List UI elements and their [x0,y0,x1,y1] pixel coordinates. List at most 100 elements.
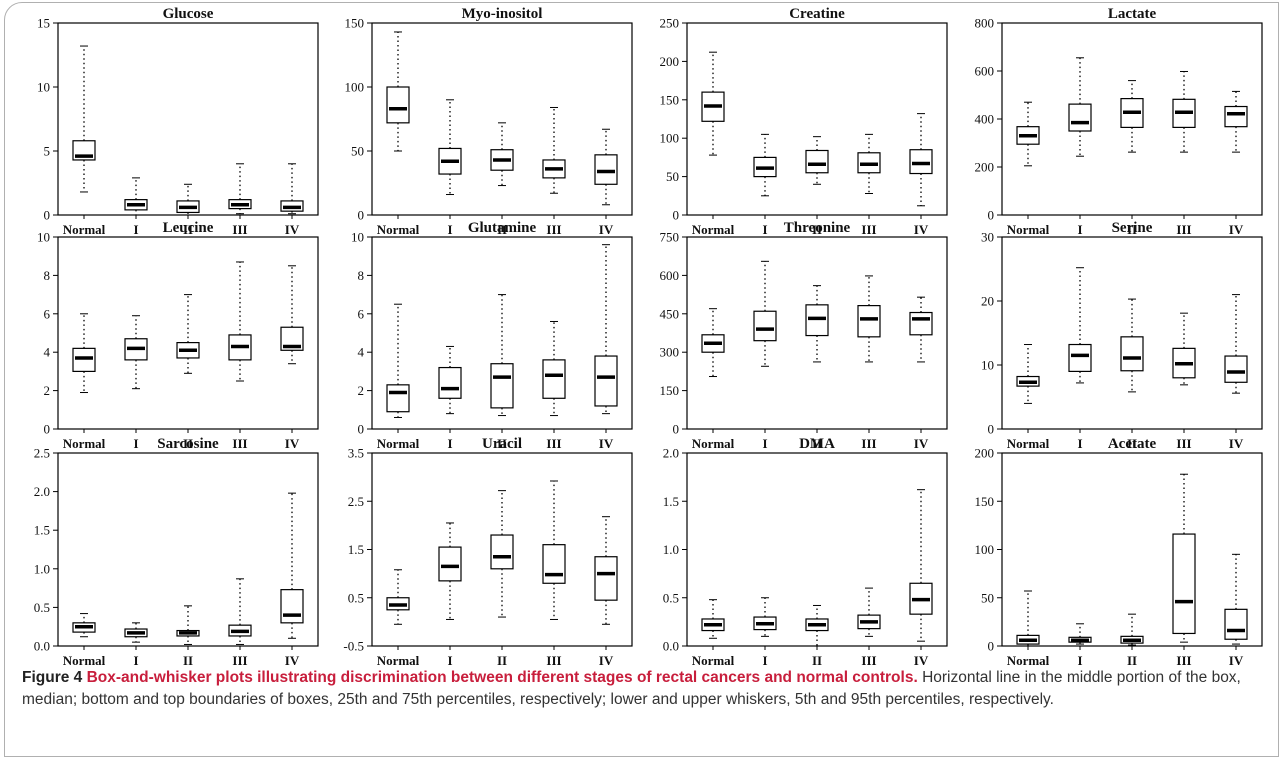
y-tick-label: 10 [981,358,994,373]
x-category-label: Normal [377,653,420,665]
box-normal [1016,101,1040,167]
plot-frame [371,452,633,647]
box-iv [594,128,618,206]
box-iii [542,320,566,417]
box-ii [1120,613,1144,646]
box-i [438,345,462,415]
x-category-label: III [861,653,876,665]
box-iv [1224,553,1248,645]
y-tick-label: 0.5 [34,600,50,615]
plot-title: Uracil [482,436,522,452]
x-category-label: I [762,436,767,451]
iqr-box [1224,355,1248,383]
y-tick-label: 100 [660,131,680,146]
y-tick-label: 150 [975,494,995,509]
iqr-box [594,355,618,407]
y-tick-label: 30 [981,230,994,245]
y-tick-label: 0 [358,208,365,223]
y-tick-label: 800 [975,16,995,31]
box-i [124,622,148,643]
box-ii [176,294,200,374]
y-tick-label: 2 [44,383,51,398]
x-category-label: Normal [63,222,106,237]
plot-frame [1001,452,1263,647]
x-category-label: I [1077,436,1082,451]
plot-title: Glucose [163,6,214,22]
plot-frame [686,236,948,430]
y-tick-label: -0.5 [343,639,364,654]
y-tick-label: 1.5 [34,523,50,538]
x-category-label: I [133,436,138,451]
plot-title: Acetate [1108,436,1157,452]
y-tick-label: 0 [673,208,680,223]
box-iii [1172,473,1196,643]
x-category-label: Normal [63,653,106,665]
box-iii [1172,312,1196,386]
y-tick-label: 1.5 [663,494,679,509]
y-tick-label: 200 [660,54,680,69]
box-i [124,177,148,216]
iqr-box [1068,103,1092,132]
iqr-box [280,589,304,624]
plot-frame [57,22,319,216]
iqr-box [805,304,829,337]
figure-frame [4,2,1279,757]
box-ii [805,604,829,647]
y-tick-label: 150 [345,16,365,31]
iqr-box [753,310,777,342]
y-tick-label: 200 [975,160,995,175]
box-i [753,133,777,197]
box-i [438,522,462,620]
y-tick-label: 8 [44,268,51,283]
iqr-box [1224,608,1248,640]
y-tick-label: 100 [975,542,995,557]
y-tick-label: 150 [660,383,680,398]
box-iv [594,244,618,415]
x-category-label: I [447,222,452,237]
y-tick-label: 2 [358,383,365,398]
y-tick-label: 2.5 [34,446,50,461]
box-normal [1016,344,1040,404]
box-ii [1120,298,1144,393]
y-tick-label: 50 [351,144,364,159]
x-category-label: Normal [377,436,420,451]
y-tick-label: 10 [37,230,50,245]
iqr-box [1068,343,1092,372]
y-tick-label: 50 [666,169,679,184]
y-tick-label: 0 [673,422,680,437]
y-tick-label: 6 [358,306,365,321]
y-tick-label: 250 [660,16,680,31]
y-tick-label: 4 [44,345,51,360]
x-category-label: I [133,653,138,665]
y-tick-label: 750 [660,230,680,245]
x-category-label: III [861,222,876,237]
box-iii [857,587,881,637]
plot-title: Leucine [163,220,214,236]
iqr-box [490,363,514,409]
box-ii [805,285,829,363]
iqr-box [542,544,566,584]
box-normal [386,569,410,625]
box-normal [386,31,410,152]
iqr-box [438,366,462,399]
x-category-label: Normal [1007,653,1050,665]
plot-frame [57,236,319,430]
plot-frame [371,22,633,216]
y-tick-label: 6 [44,306,51,321]
x-category-label: II [497,222,507,237]
y-tick-label: 0.5 [348,590,364,605]
x-category-label: IV [1229,222,1244,237]
x-category-label: I [447,653,452,665]
x-category-label: IV [1229,653,1244,665]
figure-caption: Figure 4 Box-and-whisker plots illustrat… [22,667,1272,711]
y-tick-label: 0 [988,422,995,437]
y-tick-label: 0.0 [663,639,679,654]
x-category-label: IV [599,436,614,451]
